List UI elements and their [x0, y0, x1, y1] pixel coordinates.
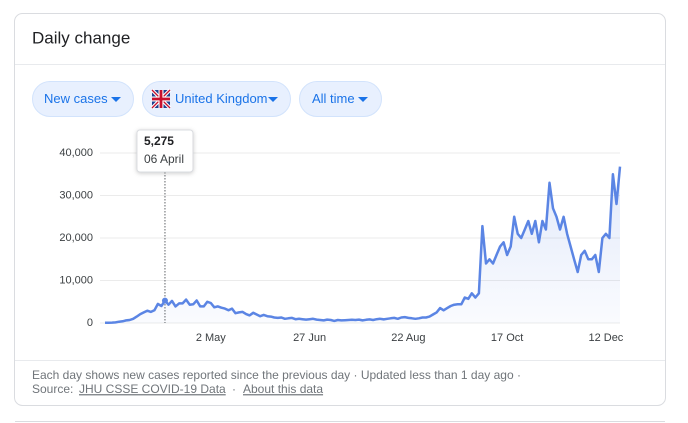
- y-tick-label: 20,000: [59, 232, 93, 244]
- about-link[interactable]: About this data: [243, 382, 323, 396]
- chart: 0 10,000 20,000 30,000 40,000 2 May 27 Jun 22 A…: [59, 129, 624, 344]
- tooltip-box: [136, 129, 194, 173]
- chip-label: United Kingdom: [175, 91, 268, 106]
- x-tick-label: 12 Dec: [588, 332, 623, 344]
- separator: ·: [232, 382, 236, 396]
- filter-chip[interactable]: All time: [299, 81, 382, 117]
- tooltip-point: [161, 297, 168, 304]
- line: [104, 166, 622, 325]
- card: [14, 13, 666, 406]
- chip-label: New cases: [44, 91, 108, 106]
- card-title: Daily change: [32, 28, 130, 47]
- x-tick-label: 27 Jun: [293, 332, 326, 344]
- y-tick-label: 10,000: [59, 274, 93, 286]
- chip-label: All time: [312, 91, 355, 106]
- y-tick-label: 30,000: [59, 189, 93, 201]
- x-tick-label: 17 Oct: [491, 332, 523, 344]
- filter-chip[interactable]: United Kingdom: [142, 81, 291, 117]
- tooltip-date: 06 April: [144, 152, 184, 166]
- footer-note: Each day shows new cases reported since …: [32, 368, 521, 382]
- flag-icon: [150, 88, 172, 110]
- tooltip-value: 5,275: [144, 134, 174, 148]
- x-tick-label: 2 May: [196, 332, 226, 344]
- x-tick-label: 22 Aug: [391, 332, 425, 344]
- y-tick-label: 0: [87, 317, 93, 329]
- source-label: Source:: [32, 382, 73, 396]
- filter-chip[interactable]: New cases: [32, 81, 134, 117]
- y-tick-label: 40,000: [59, 147, 93, 159]
- area: [105, 166, 620, 323]
- source-link[interactable]: JHU CSSE COVID-19 Data: [79, 382, 226, 396]
